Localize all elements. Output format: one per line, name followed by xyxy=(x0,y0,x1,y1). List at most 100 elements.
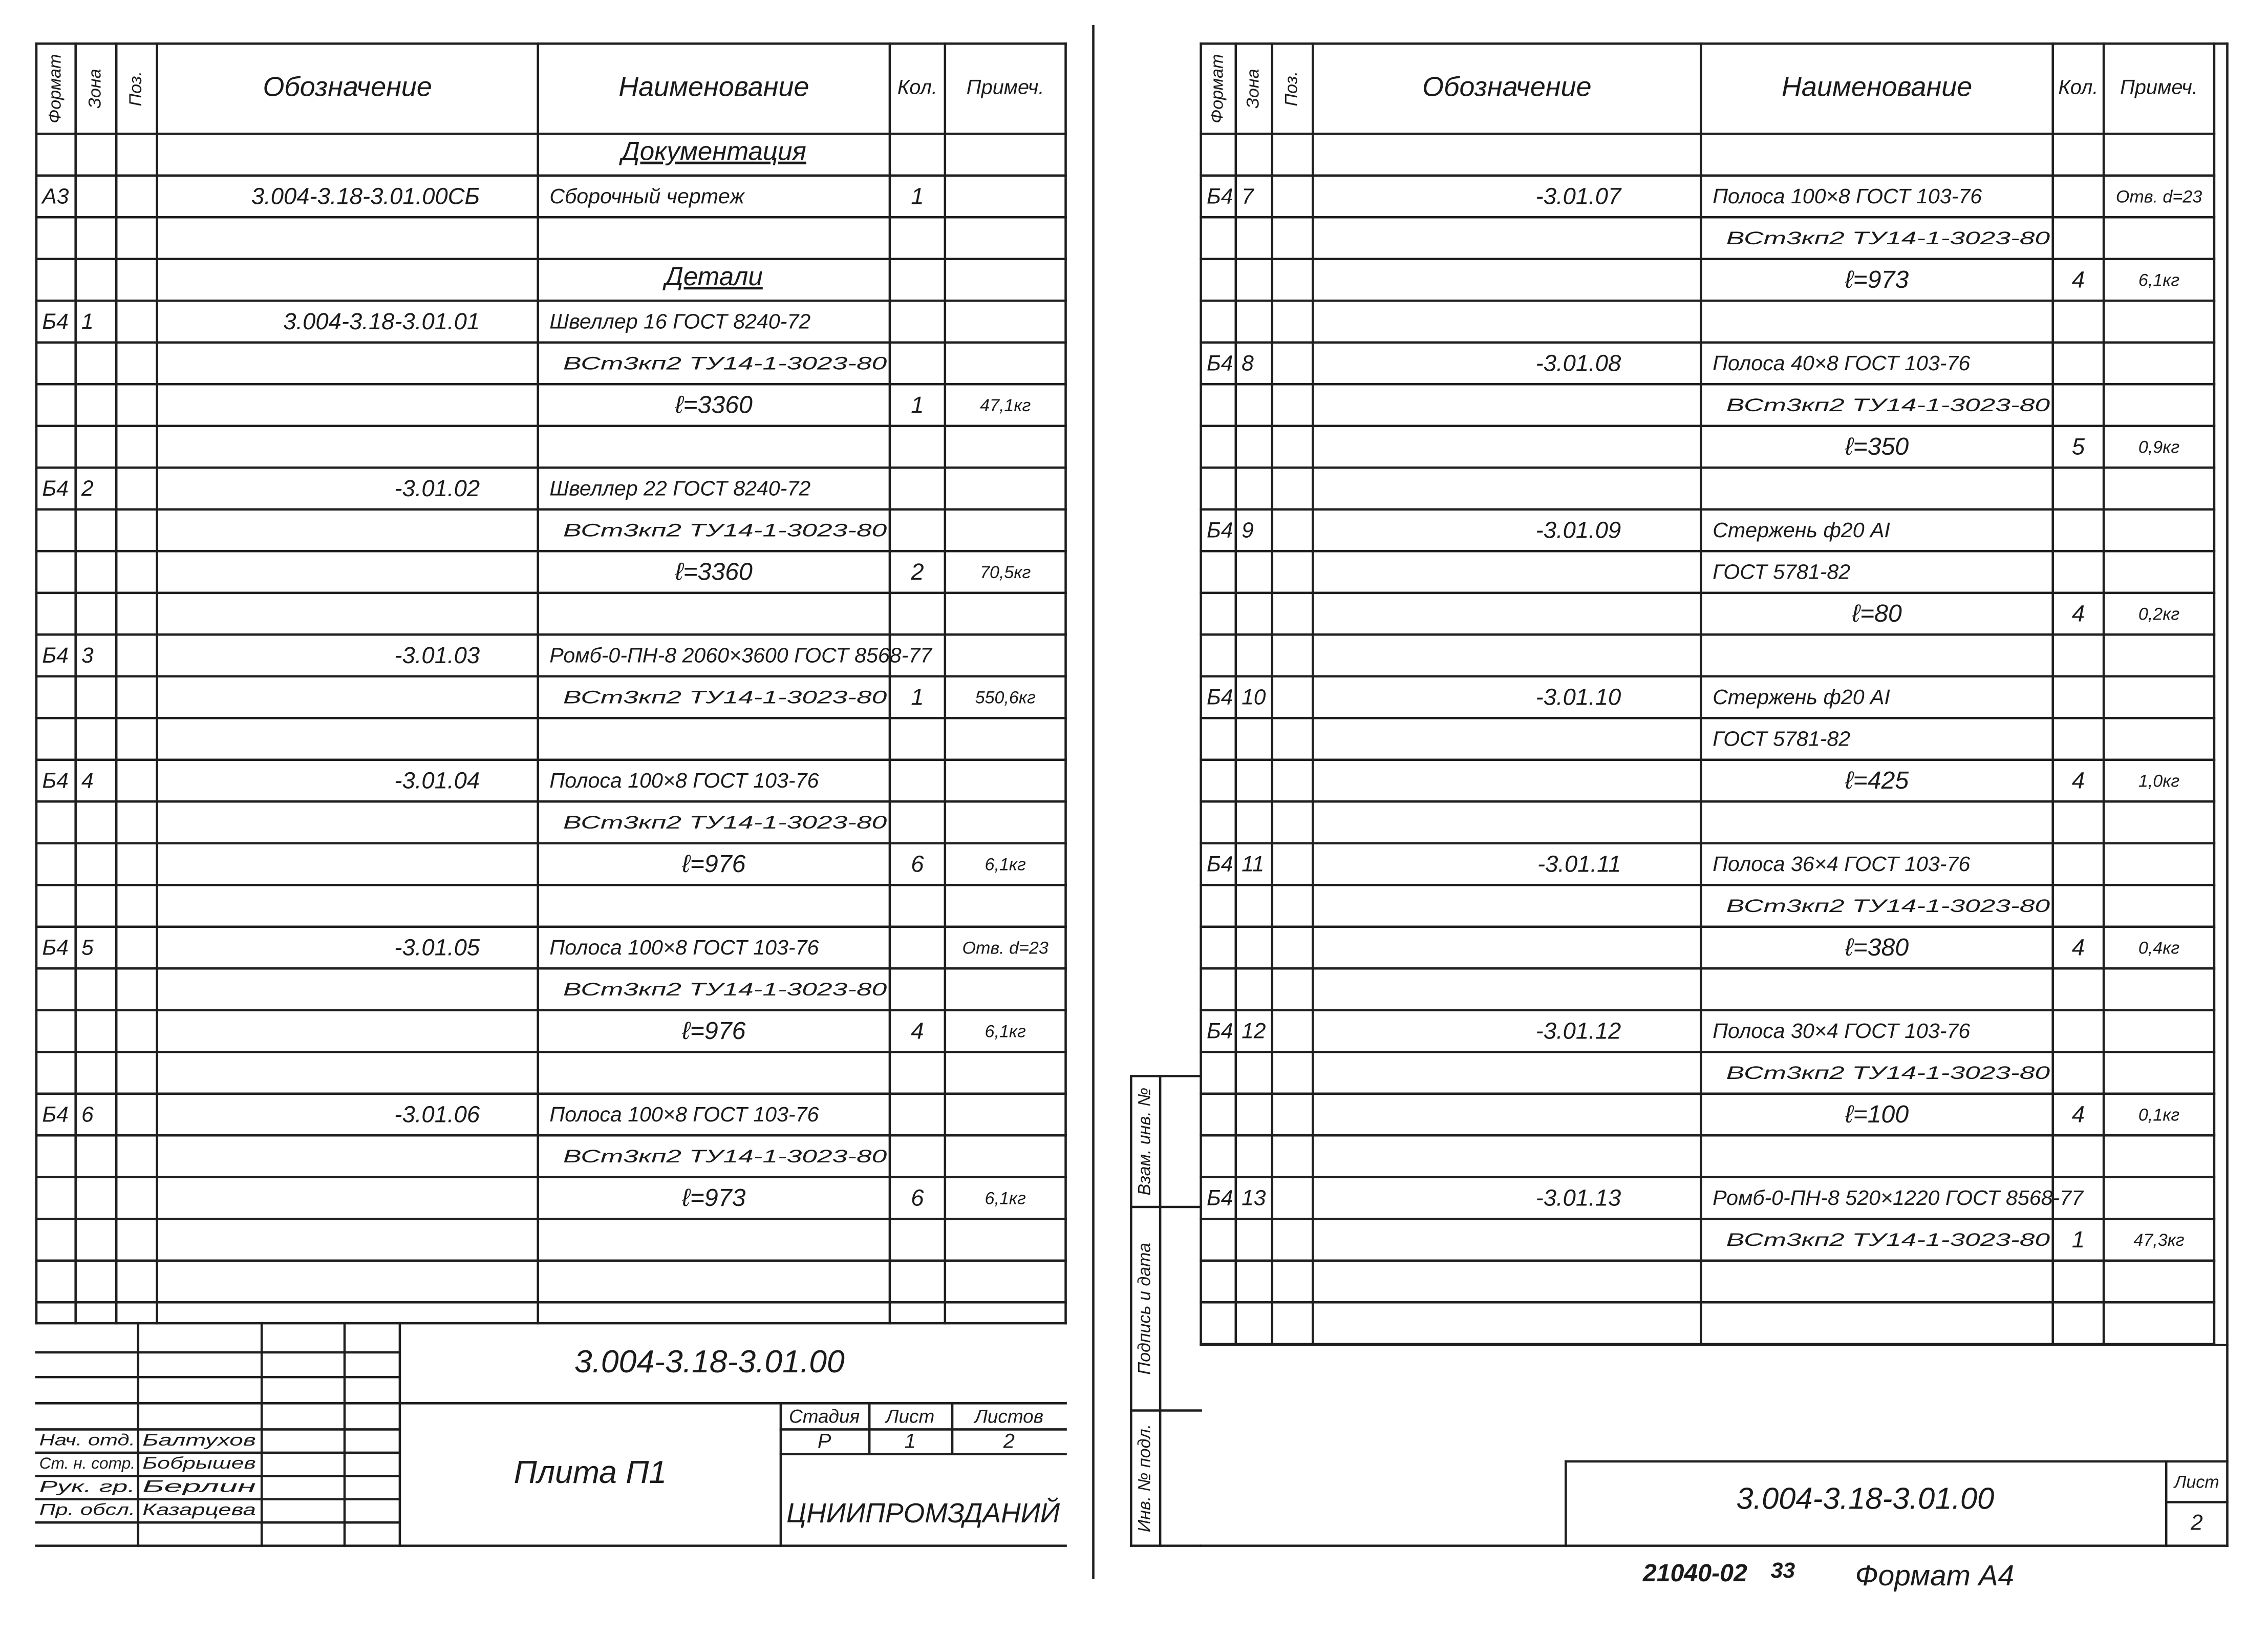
length: ℓ=425 xyxy=(1845,767,1909,794)
note: 1,0кг xyxy=(2138,771,2179,791)
column-header: Зона xyxy=(1243,69,1263,109)
signer-role: Рук. гр. xyxy=(39,1477,135,1495)
material: ВСт3кп2 ТУ14-1-3023-80 xyxy=(563,1146,887,1167)
note: 0,1кг xyxy=(2138,1105,2179,1125)
designation: 3.004-3.18-3.01.01 xyxy=(283,308,480,334)
item-name: Полоса 100×8 ГОСТ 103-76 xyxy=(549,936,819,959)
cell-text: Б4 xyxy=(42,769,68,793)
length: ℓ=3360 xyxy=(675,391,753,419)
page-number: 33 xyxy=(1771,1558,1795,1583)
length: ℓ=3360 xyxy=(675,558,753,586)
item-name: ГОСТ 5781-82 xyxy=(1713,560,1850,584)
quantity: 4 xyxy=(2072,1101,2085,1127)
material: ВСт3кп2 ТУ14-1-3023-80 xyxy=(563,979,887,1000)
material: ВСт3кп2 ТУ14-1-3023-80 xyxy=(563,520,887,541)
quantity: 1 xyxy=(911,183,924,209)
length: ℓ=380 xyxy=(1845,934,1909,961)
length: ℓ=976 xyxy=(681,850,745,878)
material: ВСт3кп2 ТУ14-1-3023-80 xyxy=(563,812,887,833)
side-label: Подпись и дата xyxy=(1135,1243,1154,1375)
item-name: Швеллер 22 ГОСТ 8240-72 xyxy=(549,477,810,500)
designation: -3.01.02 xyxy=(394,475,480,501)
cell-text: 13 xyxy=(1242,1186,1266,1211)
note: 6,1кг xyxy=(2138,270,2179,290)
length: ℓ=350 xyxy=(1845,433,1909,460)
cell-text: 4 xyxy=(81,769,94,793)
cell-text: 11 xyxy=(1242,852,1264,877)
note: 0,9кг xyxy=(2138,437,2179,457)
material: ВСт3кп2 ТУ14-1-3023-80 xyxy=(1726,1063,2050,1083)
item-name: Полоса 100×8 ГОСТ 103-76 xyxy=(1713,184,1982,208)
item-name: ГОСТ 5781-82 xyxy=(1713,727,1850,751)
cell-text: Б4 xyxy=(1207,1019,1233,1044)
note: 0,2кг xyxy=(2138,604,2179,624)
stage: Р xyxy=(818,1430,831,1452)
quantity: 4 xyxy=(2072,600,2085,626)
item-name: Швеллер 16 ГОСТ 8240-72 xyxy=(549,310,810,333)
length: ℓ=973 xyxy=(681,1184,745,1212)
signer-role: Ст. н. сотр. xyxy=(39,1454,135,1472)
section-heading: Документация xyxy=(619,137,806,166)
sheet-label: Лист xyxy=(2173,1473,2219,1492)
material: ВСт3кп2 ТУ14-1-3023-80 xyxy=(1726,896,2050,916)
note: 6,1кг xyxy=(985,1022,1026,1041)
sheet-number: 1 xyxy=(905,1430,916,1452)
cell-text: 5 xyxy=(81,936,94,960)
item-name: Полоса 100×8 ГОСТ 103-76 xyxy=(549,769,819,792)
item-name: Ромб-0-ПН-8 2060×3600 ГОСТ 8568-77 xyxy=(549,644,933,667)
note: 70,5кг xyxy=(980,563,1031,582)
designation: -3.01.04 xyxy=(394,767,480,793)
note: Отв. d=23 xyxy=(2116,187,2202,206)
column-header: Поз. xyxy=(1282,71,1301,107)
note: 47,1кг xyxy=(980,396,1031,415)
designation: -3.01.11 xyxy=(1537,851,1621,877)
item-name: Полоса 100×8 ГОСТ 103-76 xyxy=(549,1102,819,1126)
document-code: 3.004-3.18-3.01.00 xyxy=(1736,1481,1994,1515)
item-name: Стержень ф20 АI xyxy=(1713,518,1890,542)
quantity: 4 xyxy=(2072,767,2085,793)
column-header: Наименование xyxy=(618,71,809,102)
column-header: Обозначение xyxy=(1422,71,1591,102)
material: ВСт3кп2 ТУ14-1-3023-80 xyxy=(1726,228,2050,248)
column-header: Обозначение xyxy=(263,71,432,102)
designation: -3.01.13 xyxy=(1536,1184,1621,1211)
column-header: Формат xyxy=(1208,54,1227,123)
cell-text: 9 xyxy=(1242,518,1254,543)
cell-text: 3 xyxy=(81,643,94,668)
length: ℓ=80 xyxy=(1851,600,1902,627)
sheet-label: Лист xyxy=(885,1406,934,1427)
column-header: Примеч. xyxy=(967,76,1044,99)
stage-label: Стадия xyxy=(789,1406,860,1427)
column-header: Зона xyxy=(85,69,104,109)
column-header: Формат xyxy=(45,54,65,123)
column-header: Кол. xyxy=(2058,76,2098,99)
column-header: Наименование xyxy=(1782,71,1972,102)
designation: -3.01.06 xyxy=(394,1101,480,1127)
cell-text: Б4 xyxy=(42,643,68,668)
cell-text: 1 xyxy=(81,309,94,334)
archive-number: 21040-02 xyxy=(1642,1559,1747,1587)
material: ВСт3кп2 ТУ14-1-3023-80 xyxy=(1726,395,2050,415)
designation: -3.01.07 xyxy=(1536,183,1622,209)
cell-text: 10 xyxy=(1242,685,1266,710)
designation: -3.01.09 xyxy=(1536,517,1621,543)
cell-text: 2 xyxy=(81,476,94,501)
item-name: Ромб-0-ПН-8 520×1220 ГОСТ 8568-77 xyxy=(1713,1186,2084,1210)
cell-text: Б4 xyxy=(1207,1186,1233,1211)
designation: 3.004-3.18-3.01.00СБ xyxy=(251,183,480,209)
quantity: 4 xyxy=(2072,934,2085,960)
designation: -3.01.08 xyxy=(1536,350,1621,376)
item-name: Стержень ф20 АI xyxy=(1713,685,1890,709)
quantity: 5 xyxy=(2072,433,2085,459)
cell-text: А3 xyxy=(40,184,69,209)
cell-text: Б4 xyxy=(1207,351,1233,376)
cell-text: Б4 xyxy=(1207,852,1233,877)
cell-text: Б4 xyxy=(1207,518,1233,543)
column-header: Кол. xyxy=(897,76,937,99)
material: ВСт3кп2 ТУ14-1-3023-80 xyxy=(563,353,887,374)
note: 550,6кг xyxy=(975,688,1036,707)
designation: -3.01.05 xyxy=(394,934,480,960)
item-name: Сборочный чертеж xyxy=(549,184,745,208)
note: 6,1кг xyxy=(985,855,1026,874)
